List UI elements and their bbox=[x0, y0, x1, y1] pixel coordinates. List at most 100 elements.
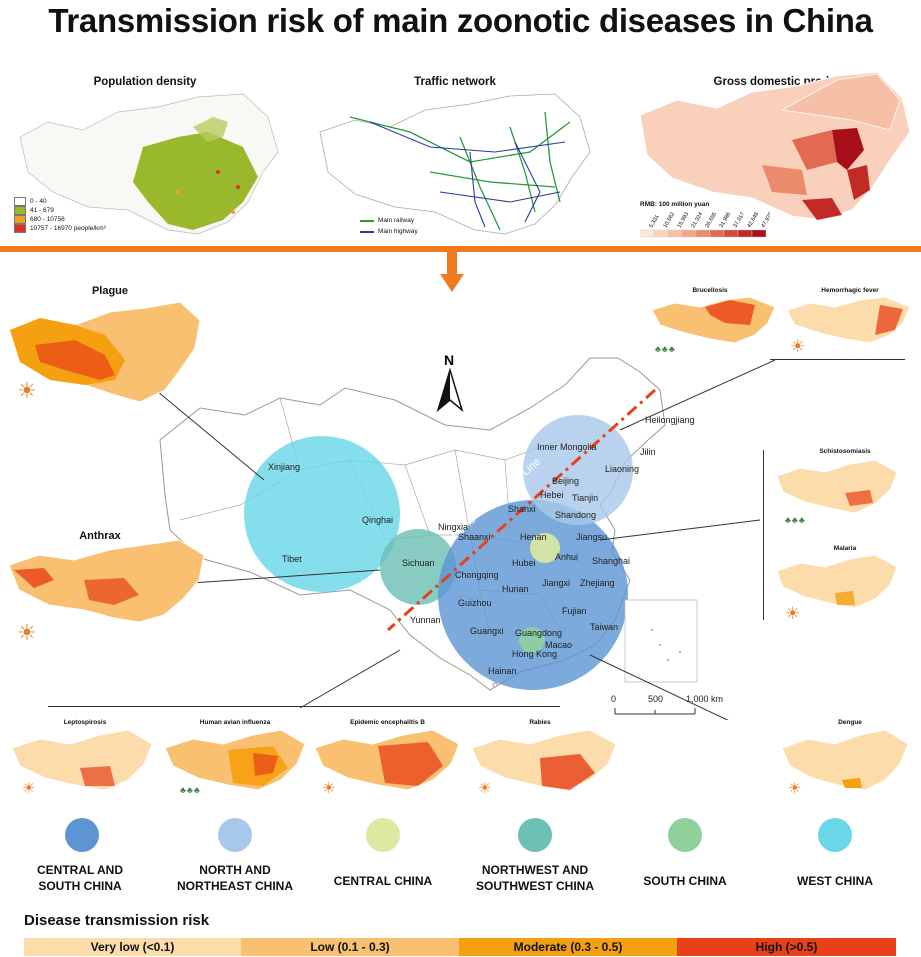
province-label: Guangxi bbox=[470, 626, 504, 636]
province-label: Guangdong bbox=[515, 628, 562, 638]
legend-label: 0 - 40 bbox=[30, 198, 47, 205]
region-swatch bbox=[218, 818, 252, 852]
province-label: Xinjiang bbox=[268, 462, 300, 472]
encephalitis-map bbox=[314, 729, 460, 791]
plague-title: Plague bbox=[91, 285, 129, 297]
rabies-title: Rabies bbox=[529, 719, 551, 726]
risk-level-high: High (>0.5) bbox=[677, 938, 896, 956]
bracket-line bbox=[770, 359, 905, 360]
sun-icon: ☀ bbox=[17, 620, 37, 645]
gdp-tick-label: 15,993 bbox=[677, 211, 691, 229]
region-swatch bbox=[366, 818, 400, 852]
province-label: Henan bbox=[520, 532, 547, 542]
region-swatch bbox=[518, 818, 552, 852]
province-label: Anhui bbox=[555, 552, 578, 562]
gdp-swatch bbox=[640, 229, 655, 238]
sun-icon: ☀ bbox=[22, 780, 36, 797]
south-china-sea-inset bbox=[624, 599, 698, 683]
avian-influenza-map bbox=[164, 729, 306, 791]
legend-label: 680 - 10756 bbox=[30, 216, 65, 223]
brucellosis-map bbox=[651, 296, 776, 344]
gdp-tick-label: 10,662 bbox=[663, 211, 677, 229]
province-label: Hebei bbox=[540, 490, 564, 500]
region-swatch bbox=[818, 818, 852, 852]
region-label: NORTHWEST AND SOUTHWEST CHINA bbox=[476, 863, 594, 893]
risk-level-moderate: Moderate (0.3 - 0.5) bbox=[459, 938, 677, 956]
gdp-tick-label: 31,986 bbox=[719, 211, 733, 229]
gdp-swatch bbox=[695, 229, 711, 238]
region-legend: CENTRAL AND SOUTH CHINA NORTH AND NORTHEAS… bbox=[0, 818, 921, 908]
gdp-swatch bbox=[667, 229, 683, 238]
gdp-tick-label: 21,324 bbox=[691, 211, 705, 229]
traffic-legend: Main railway Main highway bbox=[360, 215, 418, 237]
province-label: Shanxi bbox=[508, 504, 536, 514]
region-label: SOUTH CHINA bbox=[643, 874, 727, 888]
region-swatch bbox=[668, 818, 702, 852]
gdp-swatch bbox=[653, 229, 669, 238]
dengue-title: Dengue bbox=[838, 719, 862, 726]
malaria-map bbox=[776, 554, 898, 609]
malaria-title: Malaria bbox=[833, 545, 857, 552]
province-label: Jiangsu bbox=[576, 532, 607, 542]
schistosomiasis-title: Schistosomiasis bbox=[819, 448, 871, 455]
gdp-unit: RMB: 100 million yuan bbox=[640, 201, 710, 208]
legend-label: Main highway bbox=[378, 228, 418, 235]
province-label: Heilongjiang bbox=[645, 415, 695, 425]
gdp-tick-label: 47,979 bbox=[761, 211, 770, 229]
rabies-map bbox=[471, 729, 617, 791]
leptospirosis-title: Leptospirosis bbox=[63, 719, 107, 726]
population-density-map bbox=[19, 93, 279, 235]
region-label: WEST CHINA bbox=[797, 874, 873, 888]
sun-icon: ☀ bbox=[322, 780, 336, 797]
main-china-map: Heihe - Tengchong Line Heilongjiang Jili… bbox=[89, 341, 776, 720]
province-label: Beijing bbox=[552, 476, 579, 486]
gdp-legend: 5,331 10,662 15,993 21,324 26,655 31,986 37,31… bbox=[640, 211, 770, 238]
population-legend: 0 - 40 41 - 679 680 - 10756 10757 - 1697… bbox=[14, 197, 106, 233]
gdp-tick-label: 37,317 bbox=[733, 211, 747, 229]
province-label: Hong Kong bbox=[512, 649, 557, 659]
province-label: Shaanxi bbox=[458, 532, 491, 542]
compass-label: N bbox=[444, 352, 454, 368]
scale-label: 1,000 km bbox=[686, 694, 723, 704]
province-label: Macao bbox=[545, 640, 572, 650]
dengue-map bbox=[781, 729, 909, 791]
bracket-line bbox=[763, 450, 764, 620]
sun-icon: ☀ bbox=[790, 337, 806, 356]
gdp-swatch bbox=[737, 229, 753, 238]
droplet-icon: ♣♣♣ bbox=[180, 785, 201, 795]
gdp-tick-label: 42,648 bbox=[747, 211, 761, 229]
legend-label: 41 - 679 bbox=[30, 207, 54, 214]
sun-icon: ☀ bbox=[478, 780, 492, 797]
gdp-swatch bbox=[681, 229, 697, 238]
hemorrhagic-fever-title: Hemorrhagic fever bbox=[821, 287, 879, 294]
anthrax-map bbox=[8, 540, 205, 623]
bracket-line bbox=[48, 706, 560, 707]
gdp-tick-label: 26,655 bbox=[705, 211, 719, 229]
brucellosis-title: Brucellosis bbox=[692, 287, 728, 294]
avian-influenza-title: Human avian influenza bbox=[199, 719, 271, 726]
gdp-map bbox=[639, 71, 911, 221]
region-label: NORTH AND NORTHEAST CHINA bbox=[177, 863, 293, 893]
risk-title: Disease transmission risk bbox=[24, 912, 210, 929]
region-swatch bbox=[65, 818, 99, 852]
province-label: Jilin bbox=[640, 447, 656, 457]
province-label: Liaoning bbox=[605, 464, 639, 474]
province-label: Hunan bbox=[502, 584, 529, 594]
leptospirosis-map bbox=[11, 729, 153, 791]
province-label: Hubei bbox=[512, 558, 536, 568]
risk-level-very-low: Very low (<0.1) bbox=[24, 938, 241, 956]
gdp-swatch bbox=[751, 229, 767, 238]
province-label: Jiangxi bbox=[542, 578, 570, 588]
province-label: Chongqing bbox=[455, 570, 499, 580]
region-label: CENTRAL AND SOUTH CHINA bbox=[37, 863, 123, 893]
province-label: Inner Mongolia bbox=[537, 442, 597, 452]
traffic-network-map bbox=[319, 93, 591, 235]
hemorrhagic-fever-map bbox=[786, 296, 911, 344]
region-label: CENTRAL CHINA bbox=[333, 874, 433, 888]
province-label: Tianjin bbox=[572, 493, 598, 503]
legend-label: 10757 - 16970 people/km² bbox=[30, 225, 106, 232]
traffic-panel-title: Traffic network bbox=[414, 76, 496, 88]
province-label: Tibet bbox=[282, 554, 302, 564]
province-label: Zhejiang bbox=[580, 578, 615, 588]
arrow-down-icon bbox=[440, 252, 464, 292]
